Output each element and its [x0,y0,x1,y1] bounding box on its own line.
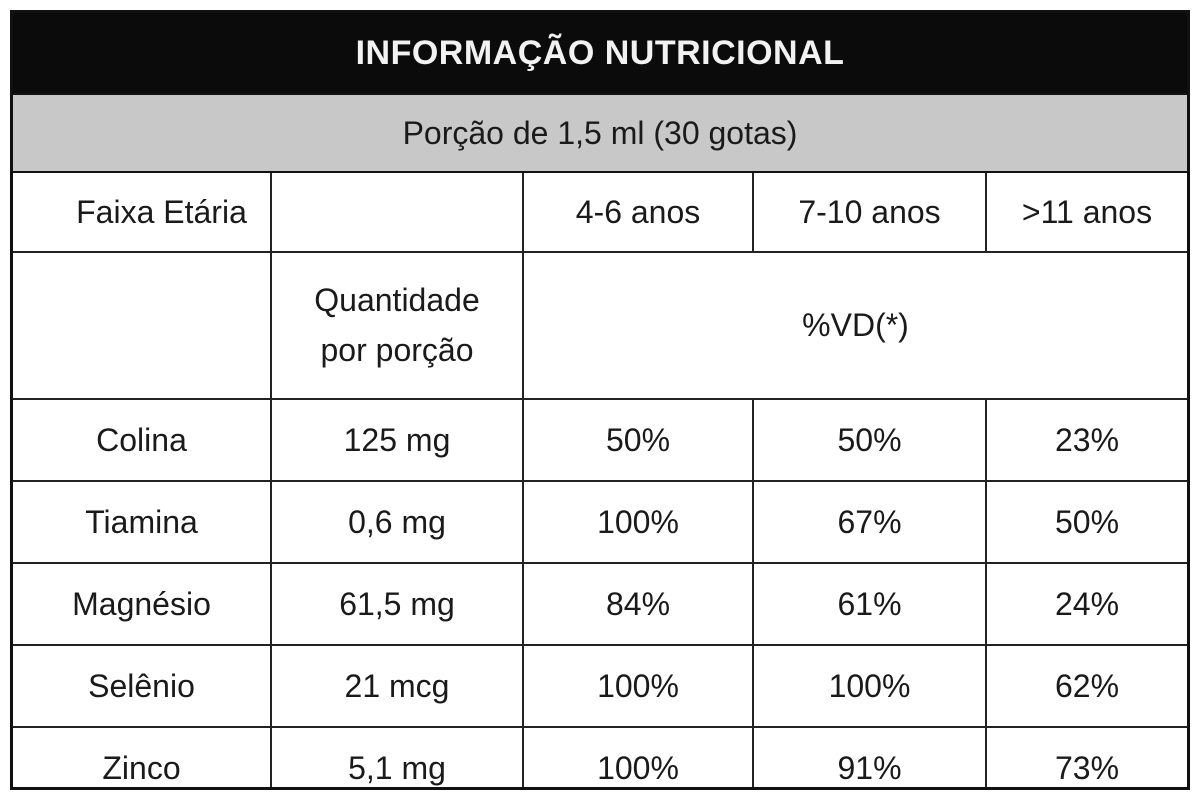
quantity-header-line1: Quantidade [314,281,480,318]
age-group-label: Faixa Etária [13,173,272,253]
vd-11-plus: 50% [985,480,1187,564]
vd-11-plus: 24% [985,562,1187,646]
nutrition-table: Faixa Etária 4-6 anos 7-10 anos >11 anos… [13,173,1187,787]
vd-11-plus: 23% [985,398,1187,482]
age-group-blank-cell [270,173,524,253]
quantity-per-portion-header: Quantidade por porção [270,251,524,400]
table-row: Colina 125 mg 50% 50% 23% [13,398,1187,482]
nutrition-facts-label: INFORMAÇÃO NUTRICIONAL Porção de 1,5 ml … [10,10,1190,790]
vd-7-10: 91% [752,726,987,787]
nutrition-title: INFORMAÇÃO NUTRICIONAL [13,13,1187,95]
vd-4-6: 100% [522,644,754,728]
vd-4-6: 84% [522,562,754,646]
table-row: Selênio 21 mcg 100% 100% 62% [13,644,1187,728]
age-group-row: Faixa Etária 4-6 anos 7-10 anos >11 anos [13,173,1187,253]
daily-value-header: %VD(*) [522,251,1187,400]
vd-4-6: 50% [522,398,754,482]
vd-4-6: 100% [522,726,754,787]
subheader-blank-cell [13,251,272,400]
vd-7-10: 61% [752,562,987,646]
nutrient-name: Zinco [13,726,272,787]
nutrient-quantity: 125 mg [270,398,524,482]
vd-7-10: 100% [752,644,987,728]
table-row: Magnésio 61,5 mg 84% 61% 24% [13,562,1187,646]
vd-11-plus: 62% [985,644,1187,728]
age-group-7-10: 7-10 anos [752,173,987,253]
vd-11-plus: 73% [985,726,1187,787]
table-row: Tiamina 0,6 mg 100% 67% 50% [13,480,1187,564]
column-subheader-row: Quantidade por porção %VD(*) [13,251,1187,400]
nutrient-name: Magnésio [13,562,272,646]
portion-size: Porção de 1,5 ml (30 gotas) [13,95,1187,173]
nutrient-quantity: 61,5 mg [270,562,524,646]
vd-7-10: 67% [752,480,987,564]
nutrient-name: Colina [13,398,272,482]
table-row: Zinco 5,1 mg 100% 91% 73% [13,726,1187,787]
age-group-11-plus: >11 anos [985,173,1187,253]
vd-7-10: 50% [752,398,987,482]
nutrient-quantity: 5,1 mg [270,726,524,787]
nutrient-quantity: 0,6 mg [270,480,524,564]
nutrient-name: Selênio [13,644,272,728]
vd-4-6: 100% [522,480,754,564]
nutrient-name: Tiamina [13,480,272,564]
quantity-header-line2: por porção [320,331,474,368]
age-group-4-6: 4-6 anos [522,173,754,253]
nutrient-quantity: 21 mcg [270,644,524,728]
